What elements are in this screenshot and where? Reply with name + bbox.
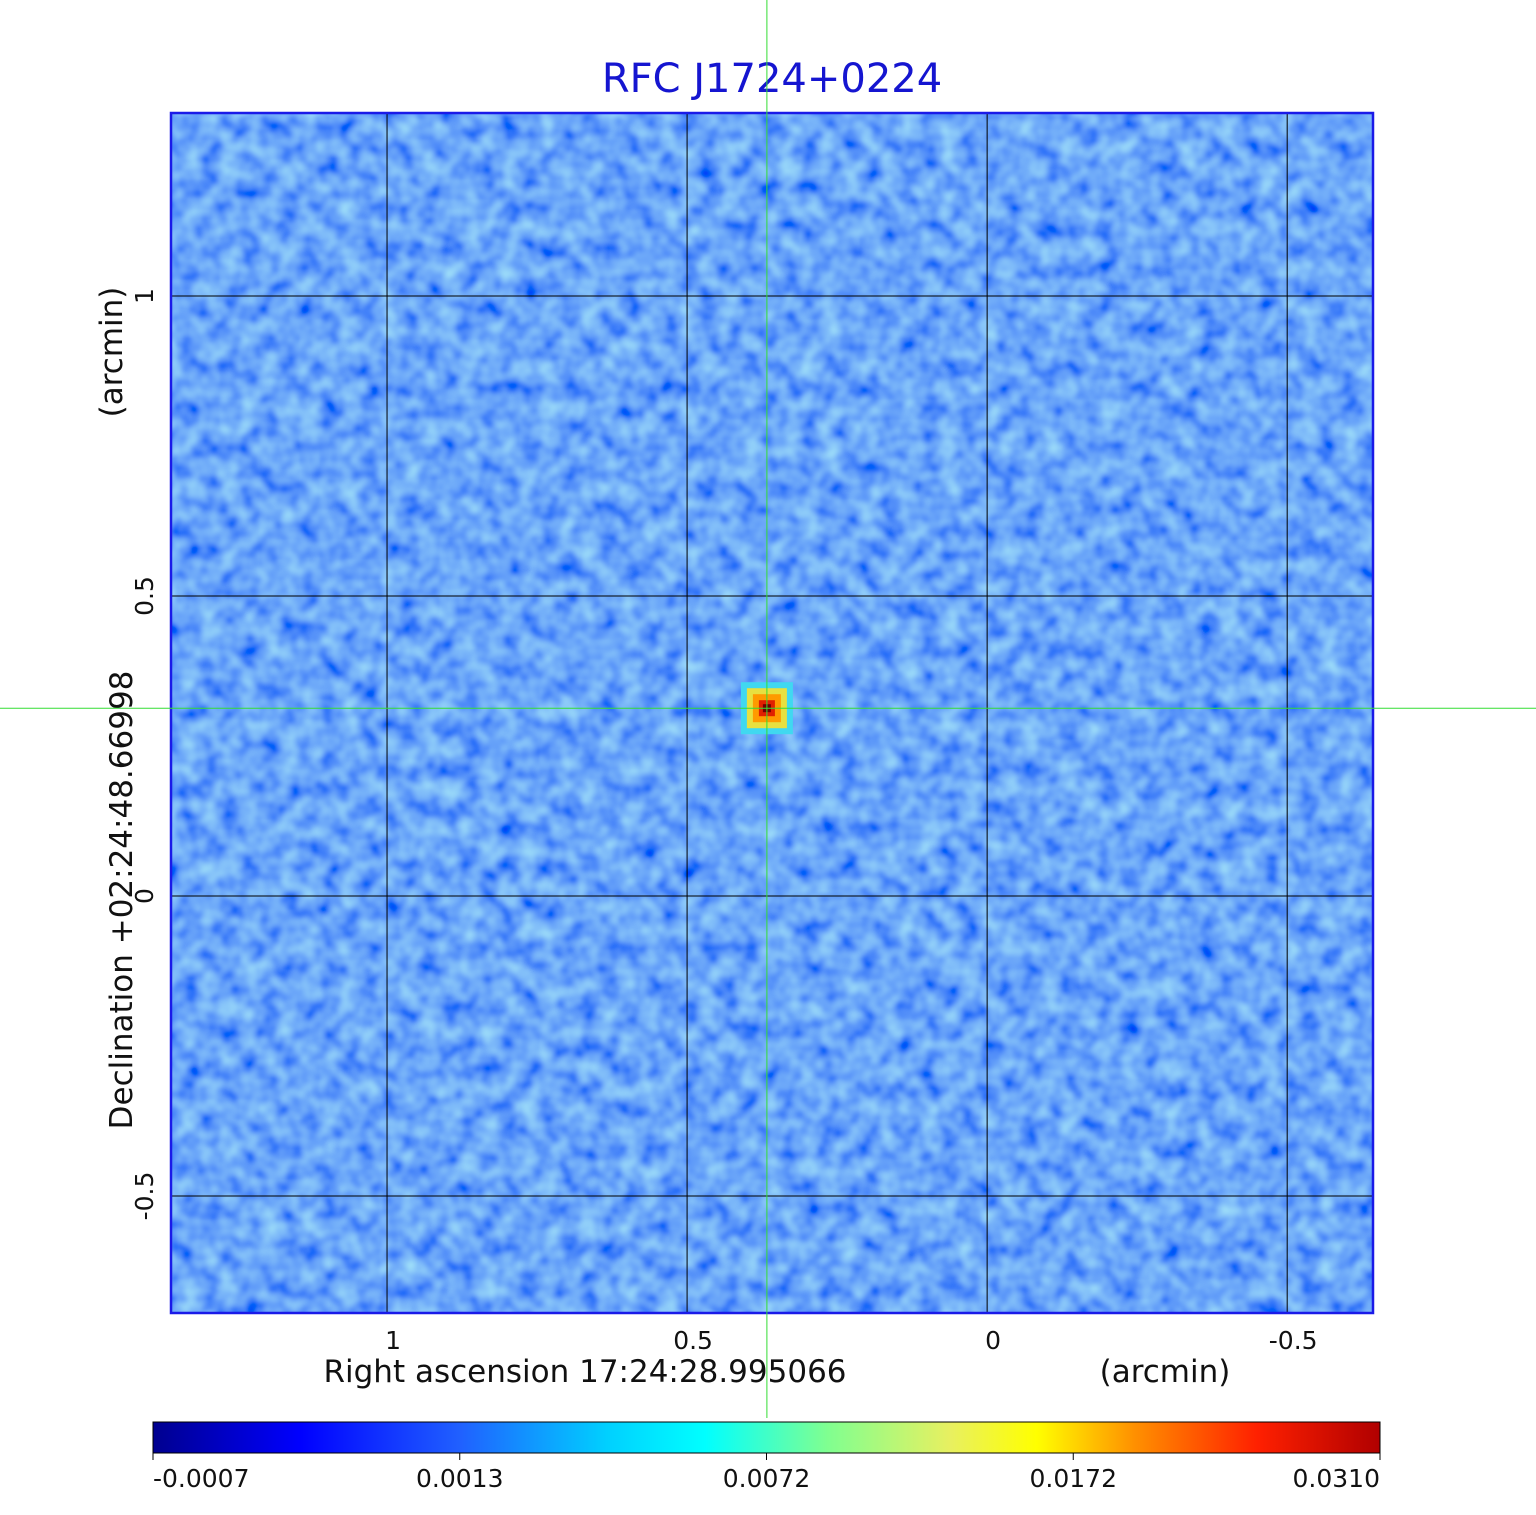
x-axis-label: Right ascension 17:24:28.995066 [323, 1354, 846, 1390]
x-tick-label: -0.5 [1269, 1326, 1318, 1355]
colorbar-tick-label: 0.0310 [1293, 1464, 1380, 1493]
y-tick-label: 0 [130, 888, 159, 904]
colorbar-tick-label: 0.0172 [1030, 1464, 1117, 1493]
y-axis-label: Declination +02:24:48.66998 [104, 671, 140, 1130]
colorbar [152, 1421, 1381, 1454]
y-tick-label: 1 [130, 288, 159, 304]
y-tick-label: 0.5 [130, 576, 159, 616]
y-axis-unit: (arcmin) [94, 287, 130, 418]
y-tick-label: -0.5 [130, 1172, 159, 1221]
x-axis-unit: (arcmin) [1100, 1354, 1231, 1390]
x-tick-label: 1 [385, 1326, 401, 1355]
colorbar-tick-label: -0.0007 [153, 1464, 250, 1493]
colorbar-tick-label: 0.0013 [416, 1464, 503, 1493]
x-tick-label: 0.5 [673, 1326, 713, 1355]
chart-title: RFC J1724+0224 [602, 56, 942, 102]
plot-frame [169, 111, 1375, 1315]
x-tick-label: 0 [985, 1326, 1001, 1355]
colorbar-tick-label: 0.0072 [723, 1464, 810, 1493]
